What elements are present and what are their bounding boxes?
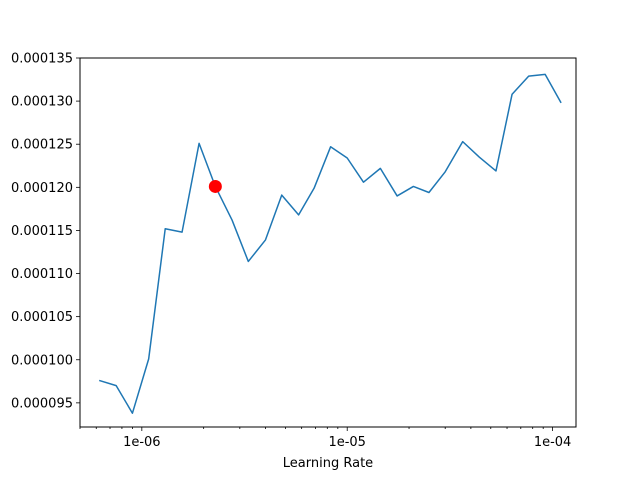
x-tick-label: 1e-04 [534,435,572,450]
axes-frame [79,57,577,428]
x-axis-title: Learning Rate [283,456,373,471]
series-line-0 [98,73,562,414]
y-tick-label: 0.000100 [11,353,73,368]
x-tick-label: 1e-05 [328,435,366,450]
y-tick-label: 0.000110 [11,267,73,282]
y-tick-label: 0.000120 [11,181,73,196]
y-tick-label: 0.000115 [11,224,73,239]
x-tick-label: 1e-06 [123,435,161,450]
suggested-lr-marker [208,179,222,193]
plot-area [98,73,562,414]
y-tick-label: 0.000125 [11,138,73,153]
y-tick-label: 0.000105 [11,310,73,325]
y-tick-label: 0.000095 [11,396,73,411]
y-tick-label: 0.000135 [11,52,73,67]
y-tick-label: 0.000130 [11,95,73,110]
y-axis-ticks: 0.000095 0.000100 0.000105 0.000110 0.000115… [11,52,80,411]
